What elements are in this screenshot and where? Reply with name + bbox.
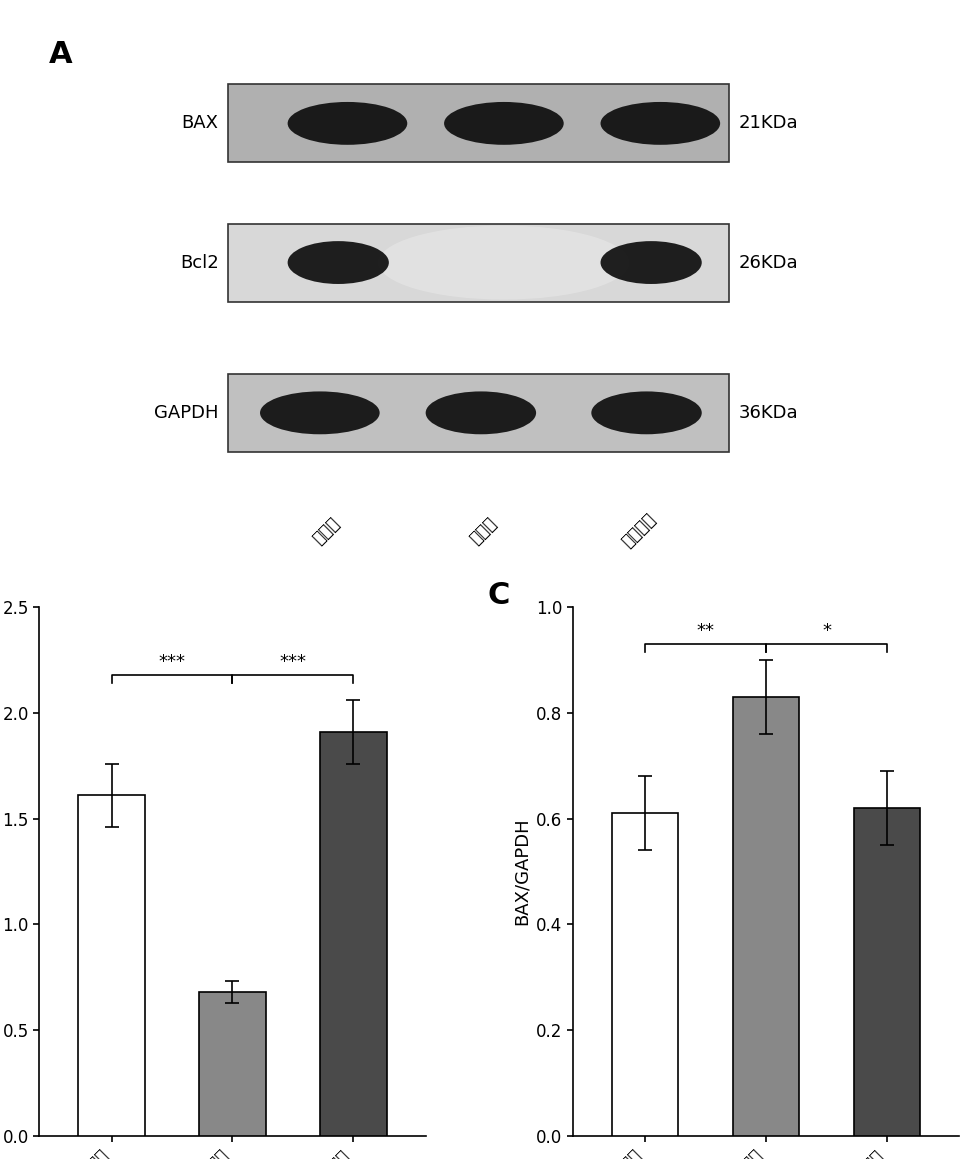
Ellipse shape: [600, 241, 701, 284]
Y-axis label: BAX/GAPDH: BAX/GAPDH: [511, 817, 530, 925]
Bar: [611, 814, 678, 1136]
Text: **: **: [696, 622, 714, 640]
Text: *: *: [822, 622, 830, 640]
Ellipse shape: [260, 392, 379, 435]
Bar: [853, 808, 919, 1136]
Ellipse shape: [378, 226, 629, 299]
Ellipse shape: [288, 102, 407, 145]
Text: 36KDa: 36KDa: [737, 403, 797, 422]
Text: GAPDH: GAPDH: [154, 403, 218, 422]
Text: ***: ***: [158, 653, 186, 671]
Text: 21KDa: 21KDa: [737, 115, 797, 132]
Text: A: A: [48, 39, 72, 68]
Bar: [200, 992, 265, 1136]
Text: ***: ***: [279, 653, 306, 671]
Bar: [228, 374, 729, 452]
Ellipse shape: [591, 392, 701, 435]
Text: Bcl2: Bcl2: [180, 254, 218, 271]
Text: C: C: [487, 581, 510, 610]
Ellipse shape: [600, 102, 720, 145]
Text: 模型组: 模型组: [466, 513, 499, 547]
Ellipse shape: [425, 392, 536, 435]
Text: 26KDa: 26KDa: [737, 254, 797, 271]
Text: BAX: BAX: [182, 115, 218, 132]
Bar: [733, 697, 798, 1136]
Text: 小蕧碱组: 小蕧碱组: [618, 510, 659, 551]
Ellipse shape: [444, 102, 563, 145]
Bar: [228, 85, 729, 162]
Bar: [320, 731, 386, 1136]
Ellipse shape: [288, 241, 388, 284]
Bar: [228, 224, 729, 301]
Text: 正常组: 正常组: [309, 513, 343, 547]
Bar: [78, 795, 145, 1136]
